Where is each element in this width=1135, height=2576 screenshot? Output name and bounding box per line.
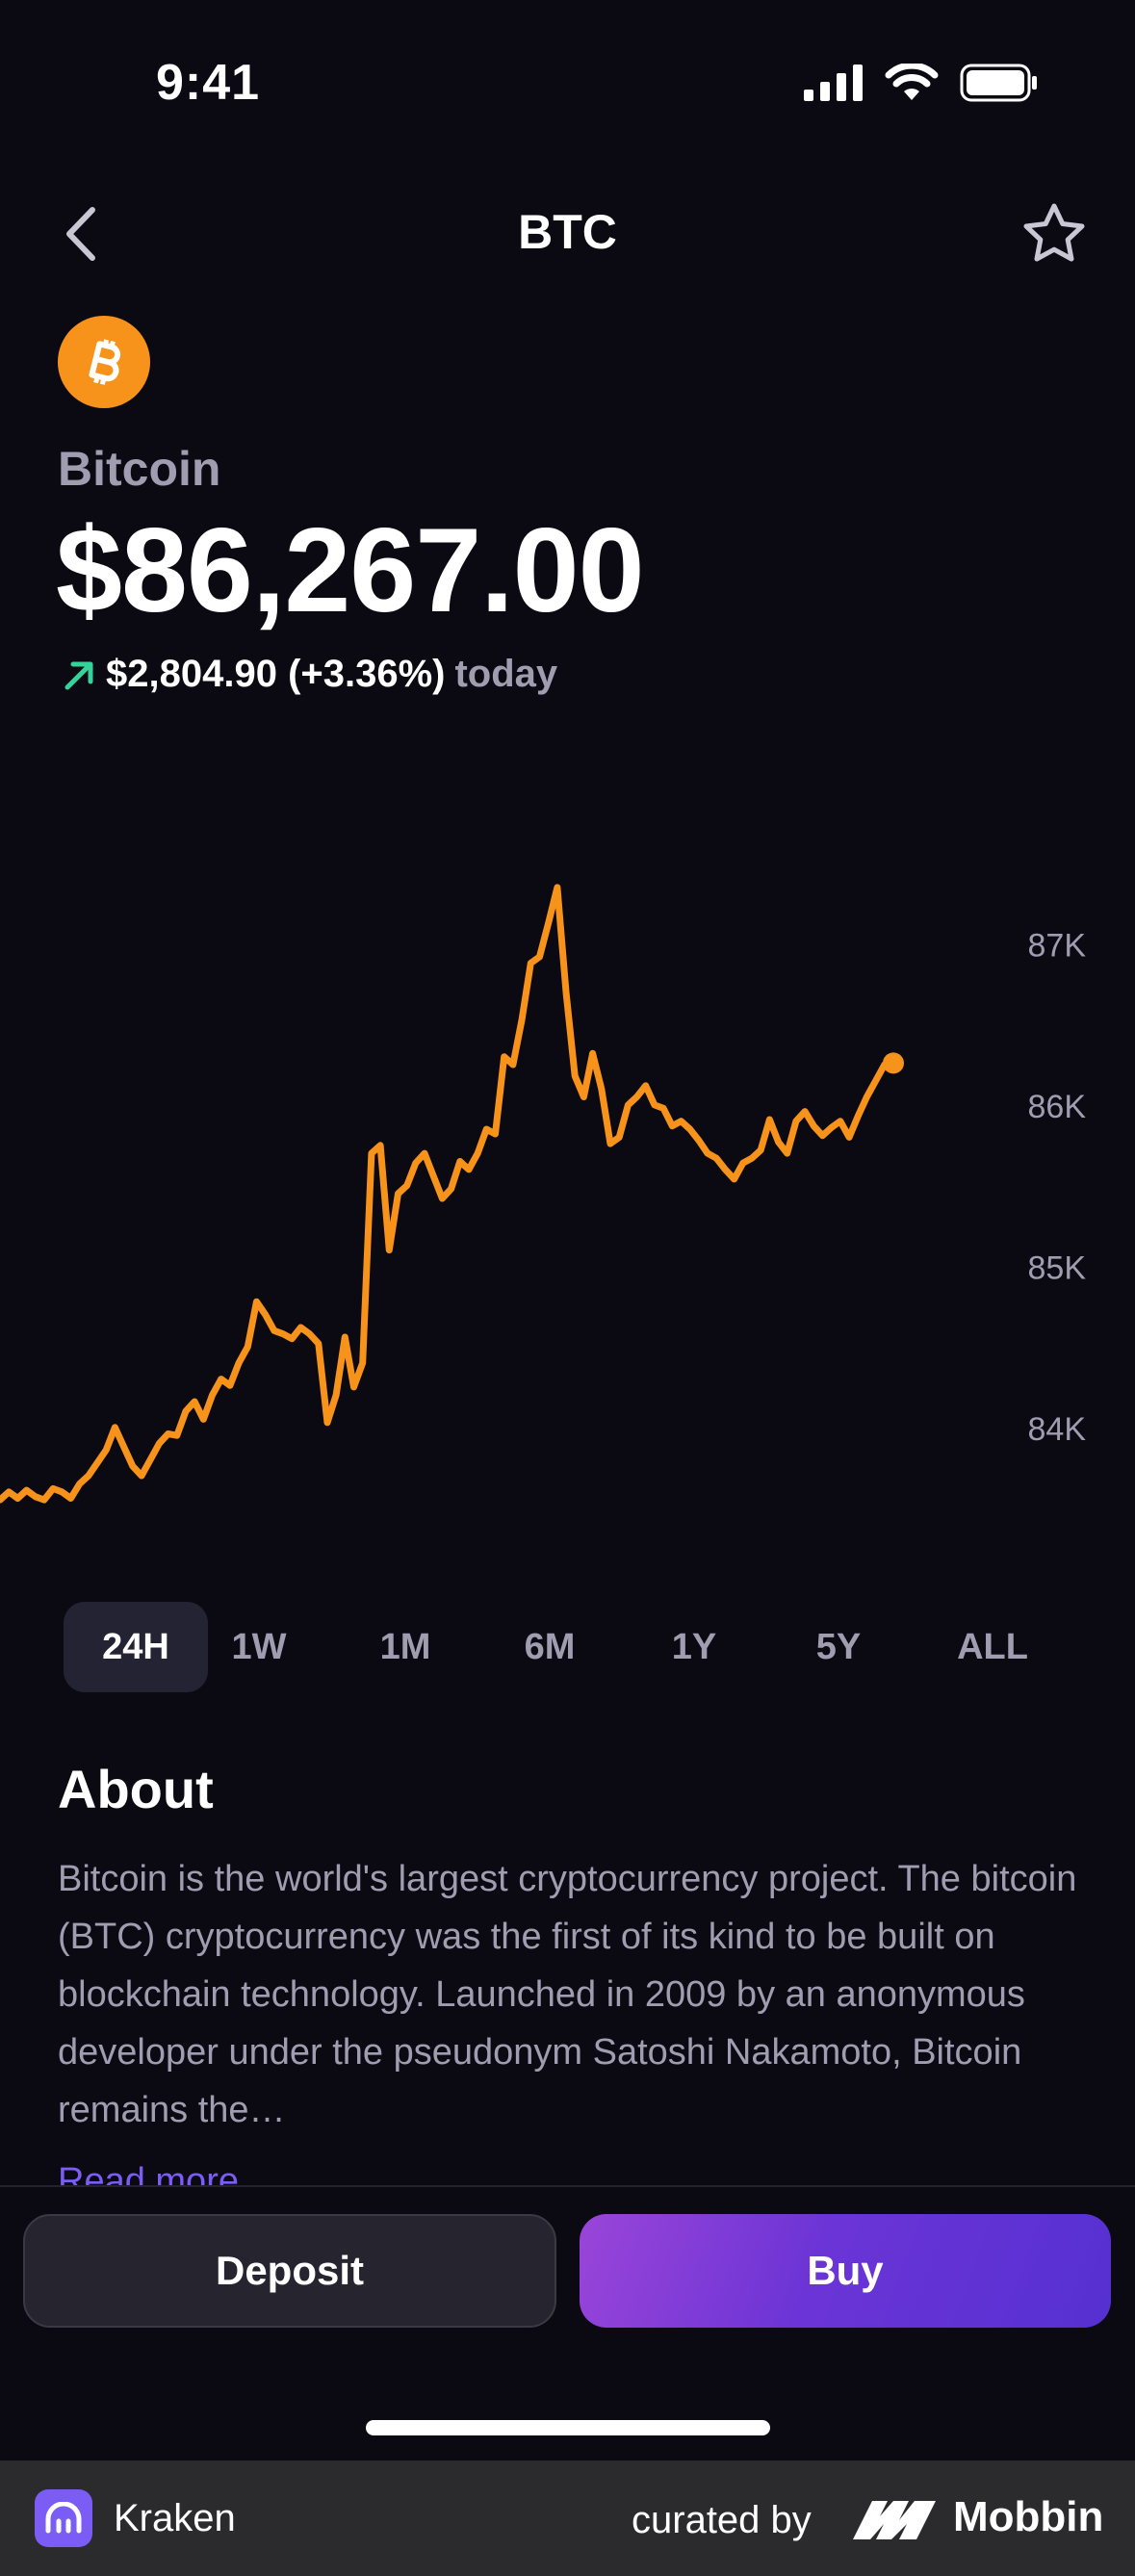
wifi-icon — [885, 64, 939, 100]
status-bar: 9:41 — [0, 0, 1135, 173]
kraken-app-icon — [35, 2489, 92, 2547]
mobbin-logo-icon — [853, 2501, 936, 2539]
buy-button[interactable]: Buy — [580, 2214, 1111, 2328]
y-tick-label: 84K — [1028, 1411, 1087, 1448]
about-heading: About — [58, 1759, 214, 1819]
price-change-value: $2,804.90 (+3.36%) — [106, 653, 446, 695]
coin-name: Bitcoin — [58, 442, 221, 496]
price-chart-svg: 87K 86K 85K 84K — [0, 884, 1087, 1504]
status-time: 9:41 — [156, 55, 261, 111]
page-title: BTC — [518, 205, 617, 259]
price-change: $2,804.90 (+3.36%) today — [62, 653, 557, 696]
arrow-up-right-icon — [64, 661, 93, 689]
y-tick-label: 87K — [1028, 927, 1087, 964]
range-tab-5y[interactable]: 5Y — [815, 1626, 862, 1667]
price-chart[interactable]: 87K 86K 85K 84K — [0, 847, 1135, 1540]
price-line — [0, 884, 897, 1504]
bitcoin-symbol-icon — [89, 339, 121, 385]
mobbin-brand: Mobbin — [953, 2493, 1104, 2540]
range-tab-1m[interactable]: 1M — [379, 1626, 431, 1667]
cellular-signal-icon — [804, 64, 863, 101]
range-tab-6m[interactable]: 6M — [524, 1626, 576, 1667]
range-tab-24h[interactable]: 24H — [64, 1602, 208, 1692]
about-description: Bitcoin is the world's largest cryptocur… — [58, 1859, 1077, 2130]
back-button[interactable] — [54, 200, 112, 268]
time-range-tabs: 24H 1W 1M 6M 1Y 5Y ALL — [64, 1602, 1084, 1692]
star-icon — [1023, 203, 1085, 262]
bitcoin-logo-icon — [58, 316, 150, 408]
battery-icon — [960, 64, 1037, 102]
footer-curated-by: curated by — [632, 2499, 812, 2541]
status-icons — [804, 64, 1039, 102]
read-more-link[interactable]: Read more — [58, 2161, 239, 2185]
footer-bar: Kraken curated by Mobbin — [0, 2460, 1135, 2576]
coin-price: $86,267.00 — [56, 504, 645, 637]
y-tick-label: 85K — [1028, 1249, 1087, 1286]
chevron-left-icon — [66, 207, 95, 261]
deposit-button[interactable]: Deposit — [23, 2214, 556, 2328]
footer-app-name: Kraken — [114, 2497, 236, 2539]
range-tab-1y[interactable]: 1Y — [671, 1626, 717, 1667]
current-price-dot — [883, 1052, 904, 1074]
y-tick-label: 86K — [1028, 1089, 1087, 1125]
favorite-button[interactable] — [1019, 200, 1089, 270]
nav-bar: BTC — [0, 183, 1135, 279]
action-panel: Deposit Buy — [0, 2185, 1135, 2460]
range-tab-1w[interactable]: 1W — [231, 1626, 287, 1667]
range-tab-all[interactable]: ALL — [957, 1626, 1028, 1667]
home-indicator — [366, 2420, 770, 2435]
price-change-period: today — [454, 653, 558, 695]
